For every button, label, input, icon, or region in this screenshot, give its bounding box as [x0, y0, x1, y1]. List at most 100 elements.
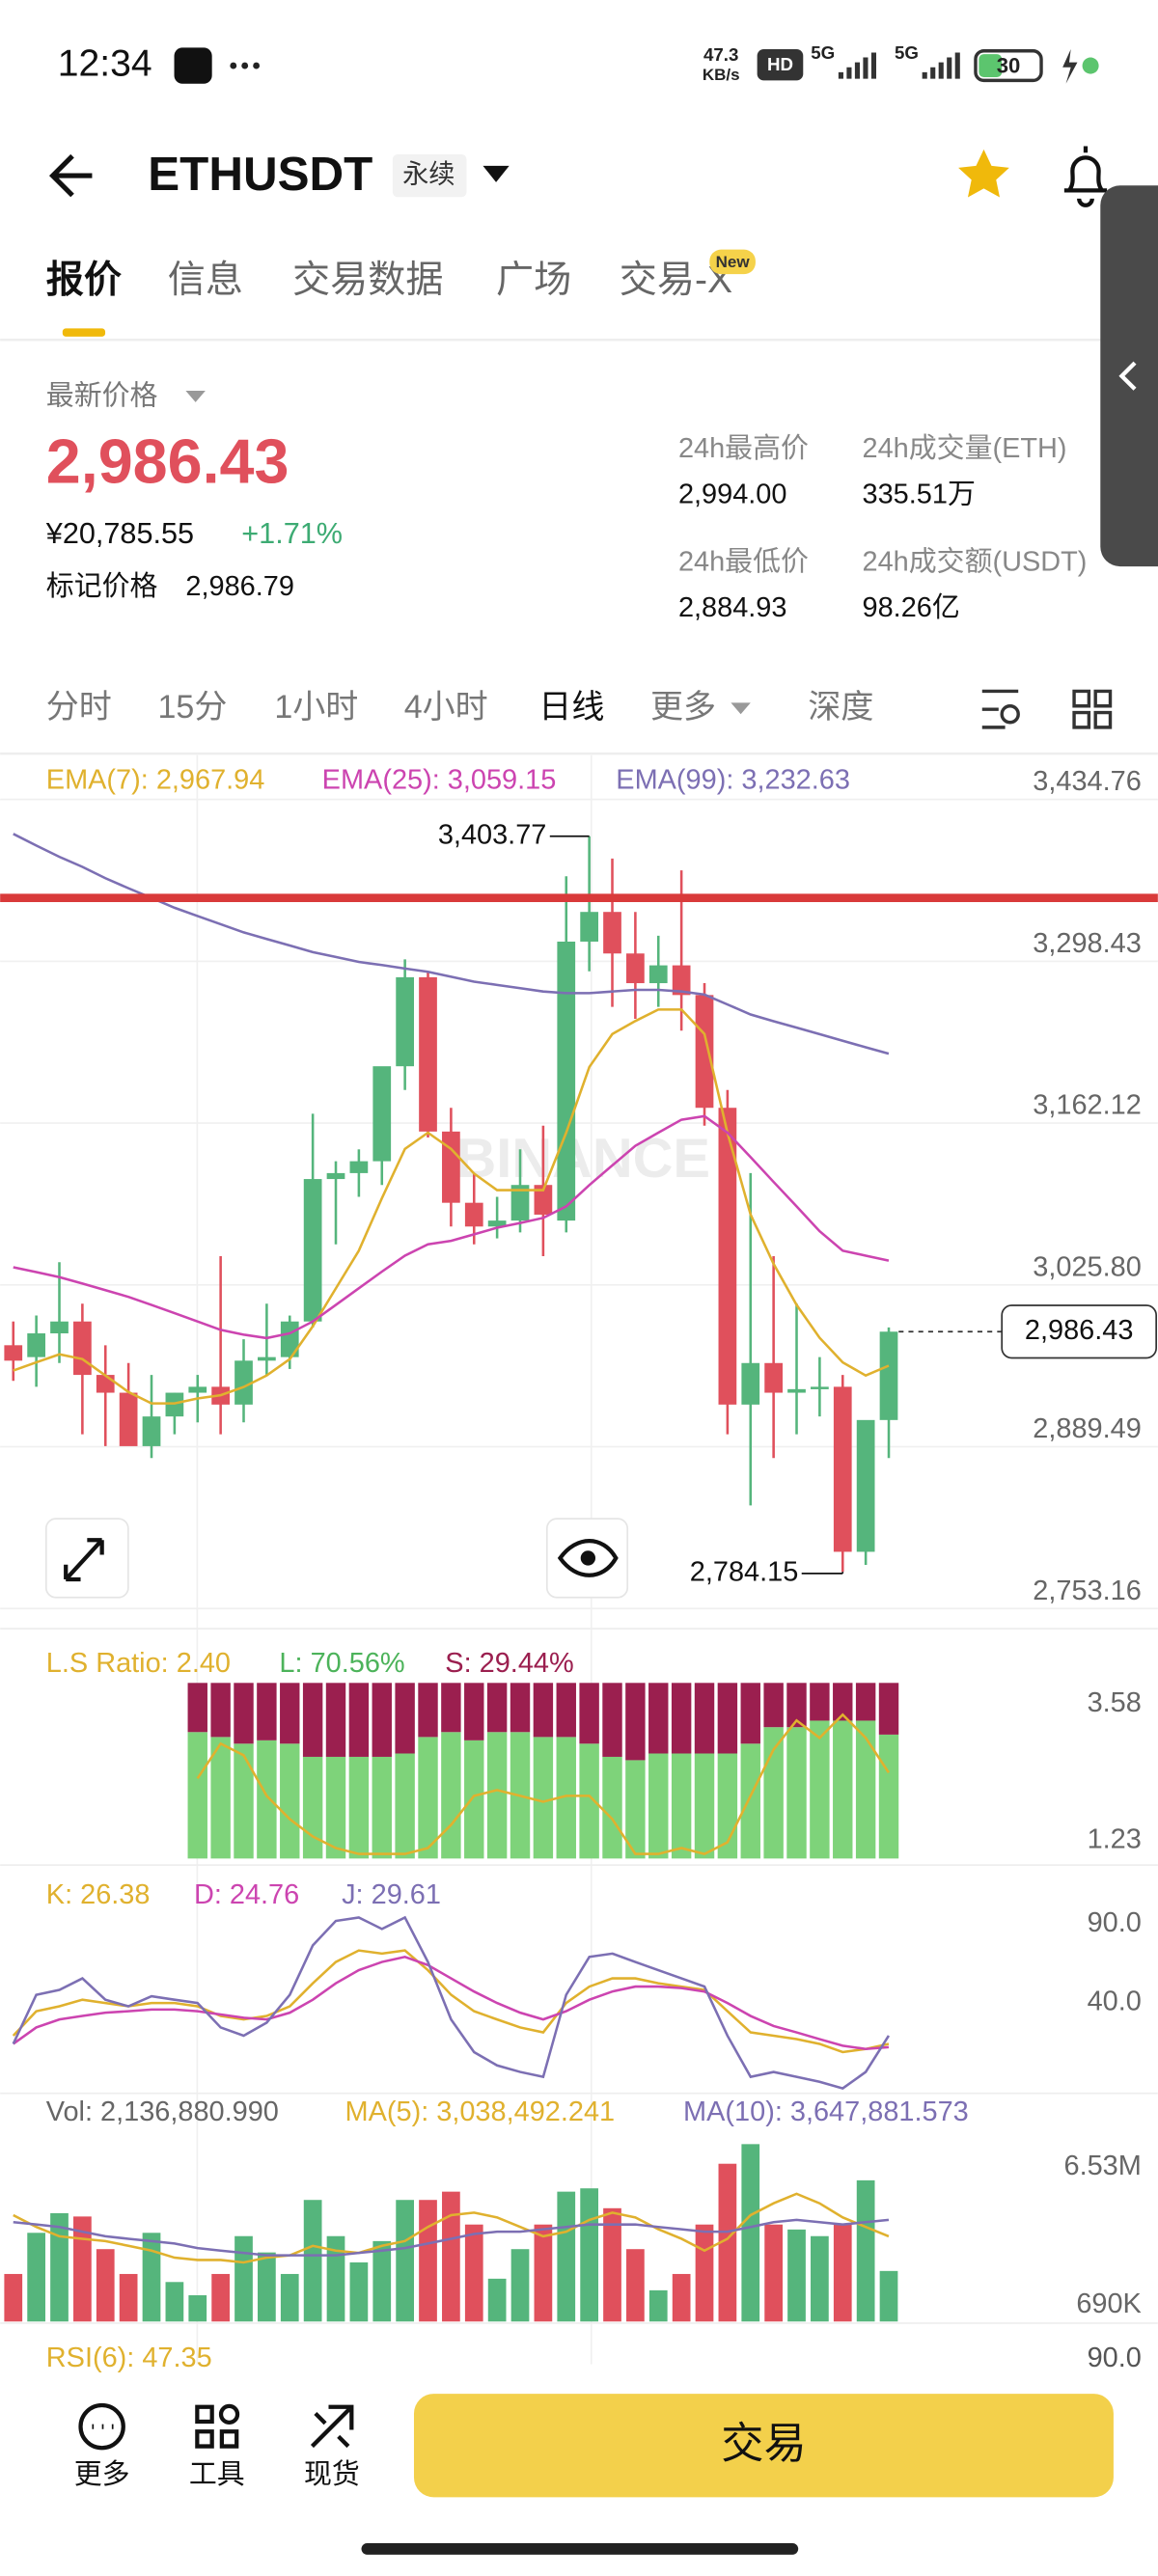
- short-bar: [280, 1683, 300, 1744]
- stat-value: 335.51万: [863, 480, 976, 510]
- short-bar: [694, 1683, 715, 1754]
- nav-label: 更多: [74, 2459, 130, 2490]
- candle-body: [234, 1360, 253, 1405]
- indicator-settings[interactable]: [1000, 704, 1020, 725]
- volume-bar: [4, 2273, 23, 2322]
- candle-body: [119, 1392, 138, 1446]
- dropdown[interactable]: [731, 702, 751, 715]
- interval[interactable]: 4小时: [404, 689, 488, 726]
- volume-bar: [396, 2200, 414, 2322]
- short-bar: [602, 1683, 622, 1757]
- low-annotation: 2,784.15: [690, 1556, 799, 1587]
- interval[interactable]: 1小时: [274, 689, 358, 726]
- interval[interactable]: 深度: [808, 689, 873, 726]
- indicator-settings[interactable]: [981, 689, 1019, 729]
- charts: 3,434.76 3,298.43 3,162.12 3,025.80 2,889.49…: [0, 765, 1158, 2322]
- symbol: ETHUSDT: [148, 148, 372, 201]
- short-bar: [302, 1683, 323, 1757]
- candle-body: [372, 1066, 392, 1162]
- volume-bar: [27, 2233, 45, 2322]
- candle-body: [303, 1179, 322, 1322]
- last-price: 2,986.43: [46, 425, 290, 496]
- interval[interactable]: 分时: [46, 689, 112, 726]
- nav-label: 工具: [189, 2459, 245, 2490]
- volume-bar: [234, 2235, 253, 2322]
- volume-bar: [487, 2278, 507, 2322]
- dropdown[interactable]: [482, 165, 510, 182]
- volume-bar: [211, 2273, 230, 2322]
- candle-body: [811, 1386, 829, 1389]
- short-bar: [257, 1683, 277, 1740]
- tab[interactable]: 报价: [46, 260, 123, 301]
- tools-icon[interactable]: [195, 2404, 239, 2449]
- trade-button[interactable]: [413, 2394, 1114, 2498]
- side-drawer[interactable]: [1100, 185, 1158, 567]
- dot: [230, 62, 237, 69]
- dot: [1082, 57, 1099, 74]
- battery-text: 30: [997, 54, 1021, 78]
- candle-body: [534, 1185, 553, 1215]
- long-bar: [486, 1732, 508, 1859]
- signal: [922, 52, 960, 79]
- kdj-line: [13, 1955, 890, 2051]
- volume-bar: [96, 2249, 115, 2322]
- volume-bar: [258, 2252, 276, 2322]
- alerts[interactable]: [1063, 146, 1108, 207]
- long-bar: [210, 1737, 231, 1859]
- volume-bar: [165, 2282, 184, 2322]
- y-tick-label: 3,162.12: [1033, 1090, 1142, 1121]
- layout-button[interactable]: [1072, 689, 1113, 729]
- candle-body: [833, 1386, 852, 1552]
- volume-bar: [718, 2163, 737, 2322]
- contract-badge: [392, 153, 467, 198]
- candle-body: [142, 1416, 161, 1446]
- candle-body: [419, 976, 437, 1132]
- watermark: BINANCE: [455, 1128, 710, 1190]
- candle-body: [349, 1161, 369, 1173]
- battery: [974, 49, 1043, 83]
- long-bar: [348, 1756, 370, 1859]
- candle-body: [879, 1331, 898, 1420]
- signal-label: 5G: [811, 42, 835, 63]
- interval[interactable]: 15分: [158, 689, 228, 726]
- long-bar: [280, 1743, 300, 1859]
- candle-body: [4, 1345, 23, 1361]
- short-bar: [855, 1683, 876, 1721]
- interval-bar: 分时 15分 1小时 4小时 日线 更多 深度: [46, 689, 874, 726]
- legend-entry: L: 70.56%: [279, 1648, 404, 1679]
- favorite[interactable]: [958, 149, 1009, 198]
- short-bar: [717, 1683, 738, 1754]
- hd: HD: [767, 54, 793, 74]
- volume-bar: [142, 2233, 161, 2322]
- back-button[interactable]: [48, 153, 93, 198]
- tab[interactable]: 交易数据: [292, 260, 444, 301]
- last-price-label: 最新价格: [46, 380, 158, 411]
- volume-bar: [811, 2235, 829, 2322]
- tab[interactable]: 广场: [496, 260, 571, 301]
- volume-bar: [464, 2224, 483, 2322]
- short-bar: [625, 1683, 646, 1761]
- long-bar: [395, 1753, 415, 1859]
- kdj-line: [12, 1915, 891, 2090]
- candle-body: [326, 1172, 345, 1180]
- dropdown[interactable]: [185, 391, 206, 402]
- ema-line: [13, 1114, 890, 1340]
- volume-bar: [442, 2191, 460, 2322]
- spot-icon[interactable]: [310, 2404, 354, 2449]
- candle-body: [741, 1362, 760, 1405]
- short-bar: [510, 1683, 531, 1733]
- volume-bar: [580, 2188, 598, 2322]
- last-price-tag-text: 2,986.43: [1025, 1315, 1134, 1346]
- tab[interactable]: 信息: [168, 260, 243, 301]
- y-tick-label: 6.53M: [1063, 2151, 1141, 2181]
- more-icon[interactable]: [78, 2402, 125, 2451]
- ma-line: [13, 2218, 890, 2257]
- volume-bar: [372, 2240, 392, 2322]
- candle-body: [464, 1202, 483, 1227]
- eye-icon: [557, 1538, 619, 1577]
- mark-price: 2,986.79: [185, 571, 294, 602]
- interval[interactable]: 更多: [650, 689, 716, 726]
- interval[interactable]: 日线: [538, 689, 604, 726]
- short-bar: [325, 1683, 346, 1757]
